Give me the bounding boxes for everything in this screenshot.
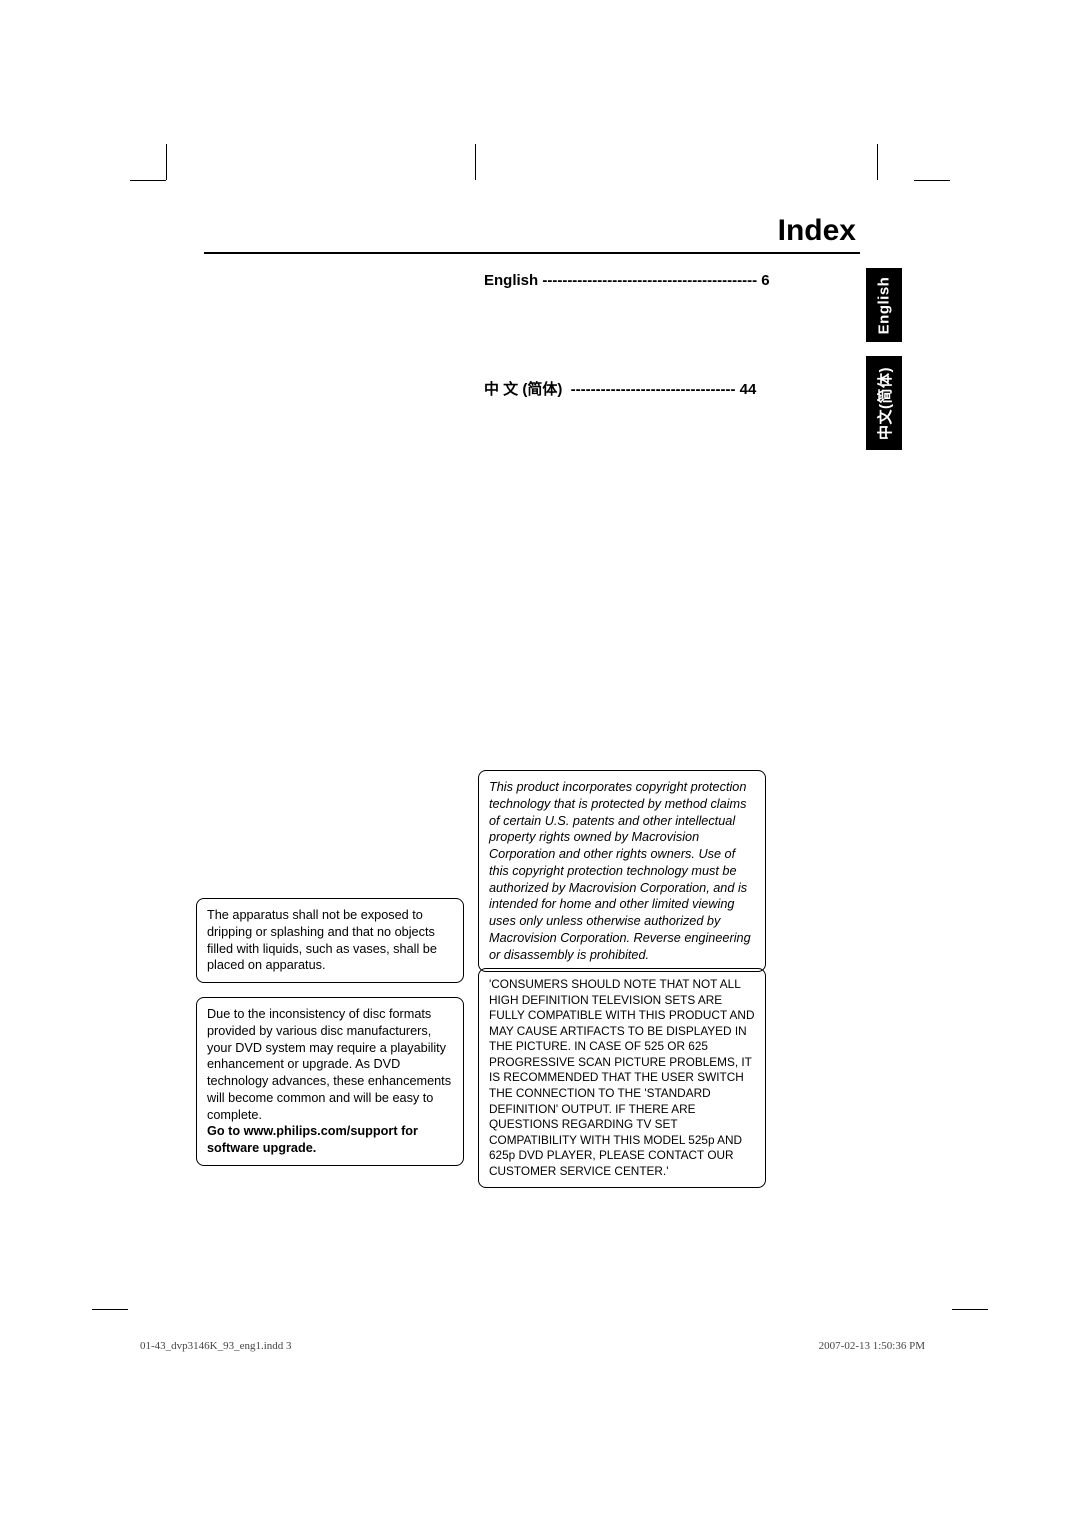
note-software-upgrade: Due to the inconsistency of disc formats… bbox=[196, 997, 464, 1166]
index-entry-chinese: 中 文 (简体) -------------------------------… bbox=[484, 378, 756, 399]
footer-timestamp: 2007-02-13 1:50:36 PM bbox=[819, 1340, 925, 1352]
note-italic: This product incorporates copyright prot… bbox=[489, 780, 751, 962]
manual-index-page: Index English --------------------------… bbox=[0, 0, 1080, 1527]
crop-mark bbox=[166, 144, 167, 180]
note-text: 'CONSUMERS SHOULD NOTE THAT NOT ALL HIGH… bbox=[489, 977, 754, 1178]
note-dripping-warning: The apparatus shall not be exposed to dr… bbox=[196, 898, 464, 983]
language-tab-chinese: 中文(简体) bbox=[866, 356, 902, 450]
crop-mark bbox=[877, 144, 878, 180]
crop-mark bbox=[475, 144, 476, 180]
crop-mark bbox=[92, 1309, 128, 1310]
note-text: The apparatus shall not be exposed to dr… bbox=[207, 908, 437, 972]
title-rule bbox=[204, 252, 860, 254]
crop-mark bbox=[952, 1309, 988, 1310]
crop-mark bbox=[914, 180, 950, 181]
footer-filename: 01-43_dvp3146K_93_eng1.indd 3 bbox=[140, 1340, 292, 1352]
language-tab-chinese-label: 中文(简体) bbox=[874, 367, 895, 440]
language-tab-english-label: English bbox=[876, 276, 893, 334]
note-bold: Go to www.philips.com/support for softwa… bbox=[207, 1124, 418, 1155]
note-text: Due to the inconsistency of disc formats… bbox=[207, 1007, 451, 1122]
crop-mark bbox=[130, 180, 166, 181]
language-tab-english: English bbox=[866, 268, 902, 342]
note-hdtv-compatibility: 'CONSUMERS SHOULD NOTE THAT NOT ALL HIGH… bbox=[478, 968, 766, 1188]
note-macrovision: This product incorporates copyright prot… bbox=[478, 770, 766, 972]
page-title: Index bbox=[778, 214, 856, 248]
index-entry-english: English --------------------------------… bbox=[484, 272, 770, 289]
